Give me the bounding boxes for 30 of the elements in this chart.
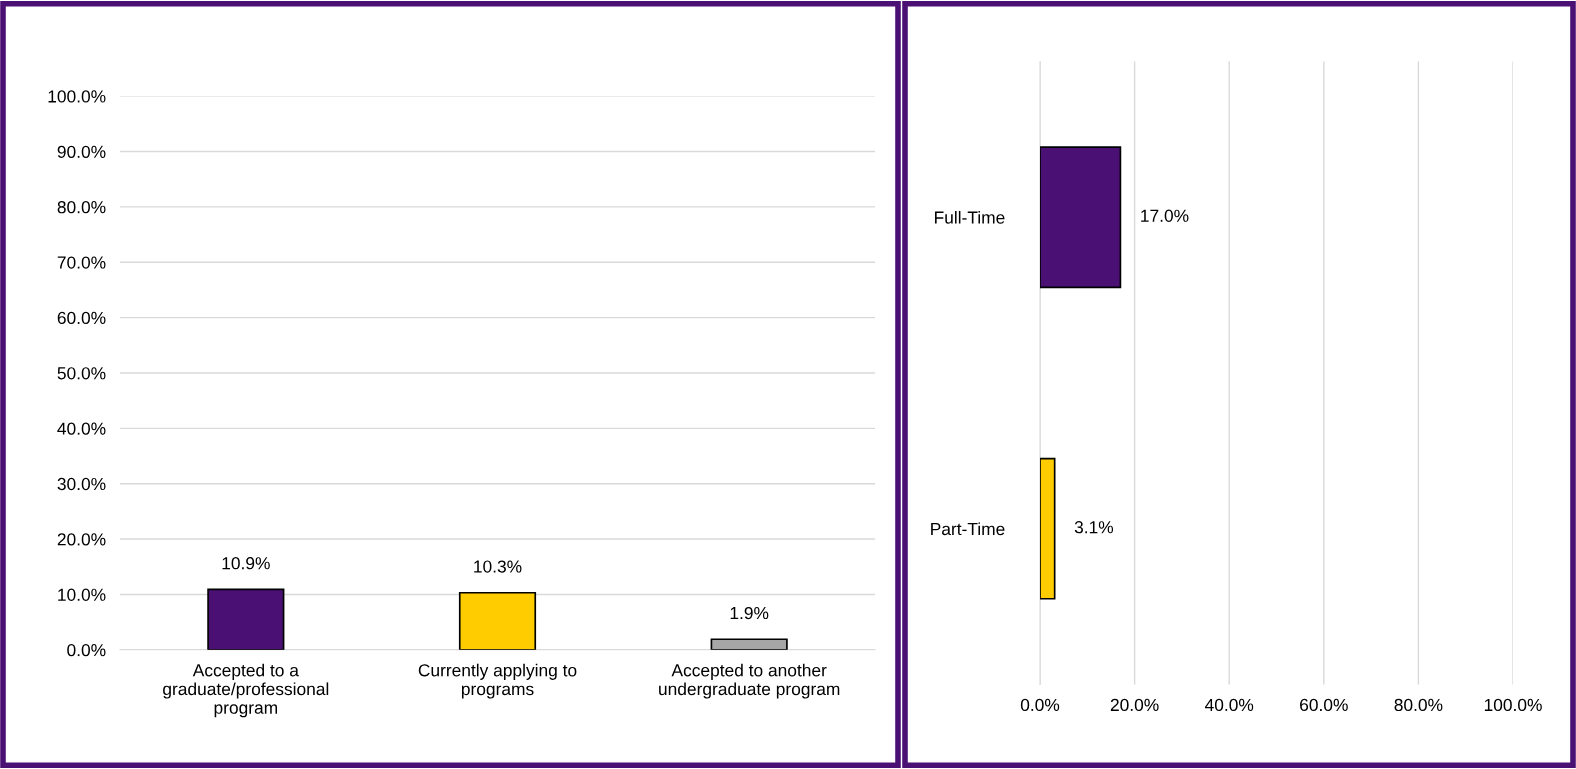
y-tick-label: 40.0% bbox=[57, 422, 106, 435]
y-tick-label: 100.0% bbox=[48, 90, 106, 103]
y-tick-label: Part-Time bbox=[931, 522, 1005, 536]
data-label: 3.1% bbox=[1074, 521, 1114, 534]
x-tick-label: Accepted to another undergraduate program bbox=[659, 663, 840, 699]
data-label: 10.3% bbox=[474, 560, 522, 573]
data-label: 1.9% bbox=[730, 606, 769, 620]
y-tick-label: 0.0% bbox=[67, 643, 106, 657]
y-tick-label: 50.0% bbox=[57, 367, 106, 380]
y-tick-label: 80.0% bbox=[57, 201, 106, 214]
y-tick-label: 90.0% bbox=[57, 145, 106, 158]
bar bbox=[458, 591, 537, 650]
bar bbox=[207, 588, 285, 650]
x-tick-label: 40.0% bbox=[1204, 698, 1254, 712]
y-tick-label: 20.0% bbox=[57, 533, 106, 546]
data-label: 17.0% bbox=[1141, 209, 1189, 222]
x-tick-label: Accepted to a graduate/professional program bbox=[163, 663, 329, 718]
x-tick-label: 0.0% bbox=[1020, 698, 1060, 712]
y-tick-label: 10.0% bbox=[58, 588, 106, 601]
y-tick-label: 70.0% bbox=[57, 256, 106, 269]
x-tick-label: 20.0% bbox=[1110, 698, 1159, 712]
x-tick-label: Currently applying to programs bbox=[418, 663, 577, 699]
y-tick-label: Full-Time bbox=[935, 210, 1005, 224]
bar bbox=[710, 638, 788, 650]
x-tick-label: 80.0% bbox=[1394, 698, 1443, 712]
x-tick-label: 100.0% bbox=[1484, 698, 1542, 712]
x-tick-label: 60.0% bbox=[1300, 698, 1348, 712]
data-label: 10.9% bbox=[222, 557, 270, 570]
y-tick-label: 30.0% bbox=[57, 477, 106, 491]
y-tick-label: 60.0% bbox=[57, 311, 106, 325]
